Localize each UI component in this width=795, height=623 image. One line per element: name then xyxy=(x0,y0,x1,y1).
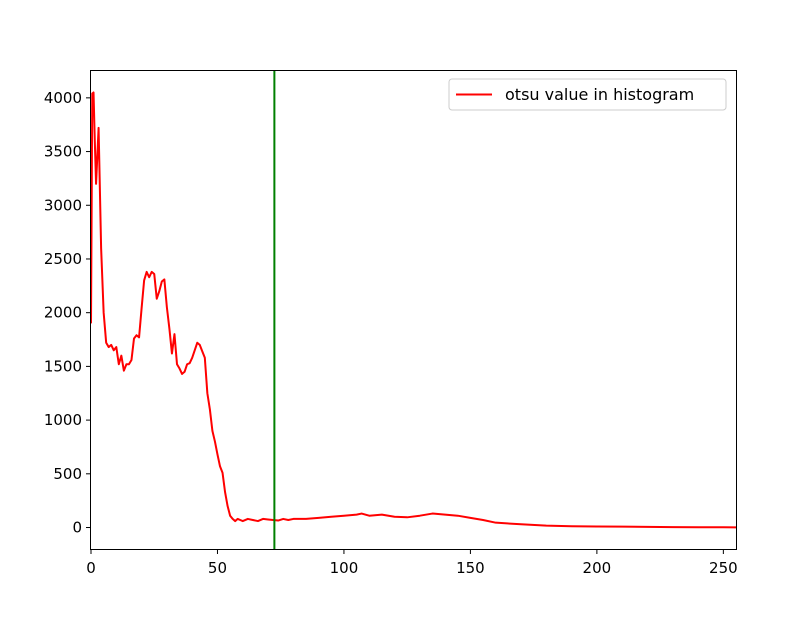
y-axis: 0 500 1000 1500 2000 2500 3000 3500 4000 xyxy=(44,89,91,537)
x-axis: 0 50 100 150 200 250 xyxy=(86,549,738,577)
plot-area xyxy=(90,71,737,549)
y-tick-label: 2000 xyxy=(44,304,82,322)
y-tick-label: 2500 xyxy=(44,250,82,268)
y-tick-label: 1000 xyxy=(44,411,82,429)
legend: otsu value in histogram xyxy=(448,78,727,111)
y-tick-label: 3500 xyxy=(44,143,82,161)
x-tick-label: 0 xyxy=(86,559,96,577)
series-line-0 xyxy=(90,91,737,529)
x-tick-label: 50 xyxy=(208,559,227,577)
y-tick-label: 1500 xyxy=(44,357,82,375)
x-tick-label: 200 xyxy=(583,559,612,577)
x-tick-label: 100 xyxy=(330,559,359,577)
y-tick-label: 3000 xyxy=(44,196,82,214)
y-tick-label: 0 xyxy=(72,519,82,537)
x-tick-label: 150 xyxy=(456,559,485,577)
y-tick-label: 4000 xyxy=(44,89,82,107)
y-tick-label: 500 xyxy=(53,465,82,483)
legend-box xyxy=(448,78,727,111)
legend-label: otsu value in histogram xyxy=(505,85,694,104)
x-tick-label: 250 xyxy=(709,559,738,577)
axes-frame xyxy=(90,70,737,550)
